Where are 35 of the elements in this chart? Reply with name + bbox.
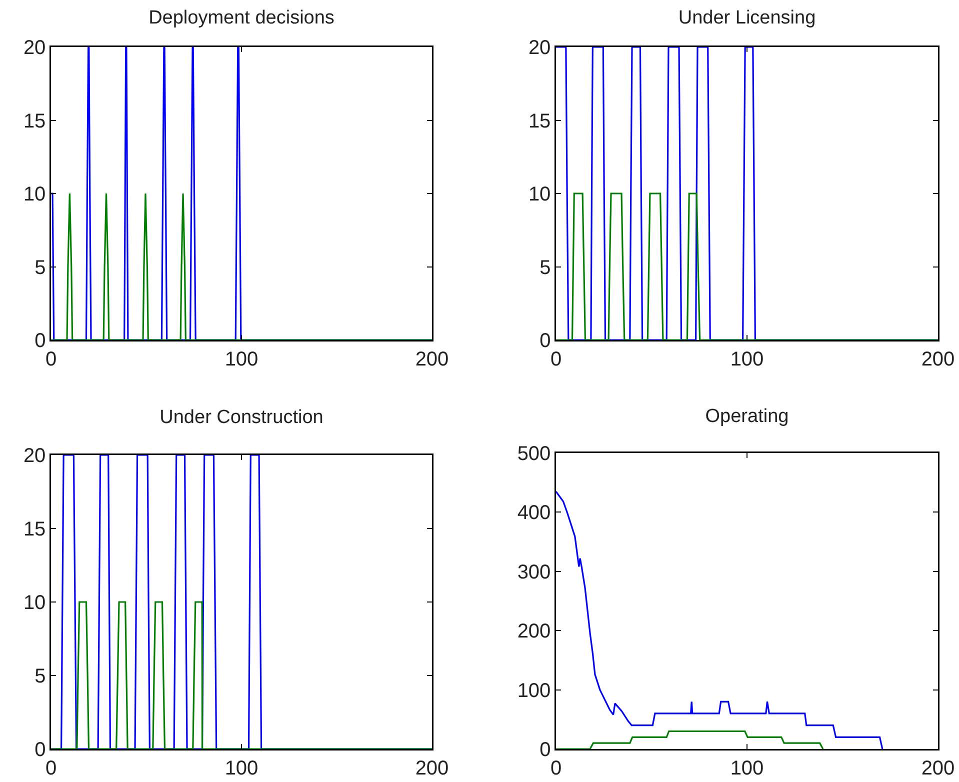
y-tick-label: 200: [517, 620, 551, 643]
y-tick-label: 15: [23, 518, 46, 540]
x-tick-label: 100: [730, 348, 764, 370]
x-tick-label: 200: [415, 348, 449, 370]
y-tick-label: 0: [34, 739, 46, 761]
y-tick-label: 5: [34, 666, 46, 688]
x-tick-label: 100: [730, 757, 764, 780]
x-tick-label: 200: [921, 757, 955, 780]
y-tick-label: 0: [540, 739, 551, 761]
y-tick-label: 10: [528, 184, 551, 206]
y-tick-label: 5: [34, 256, 46, 279]
x-tick-label: 100: [224, 757, 258, 780]
y-tick-label: 5: [540, 256, 551, 279]
y-tick-label: 15: [528, 110, 551, 132]
y-tick-label: 15: [23, 110, 46, 132]
y-tick-label: 20: [23, 37, 46, 59]
chart-title: Operating: [705, 406, 789, 427]
y-tick-label: 10: [23, 184, 46, 206]
line-series: [556, 730, 824, 749]
y-tick-label: 500: [517, 443, 551, 465]
y-tick-label: 20: [528, 37, 551, 59]
y-tick-label: 0: [34, 330, 46, 352]
x-tick-label: 100: [224, 348, 258, 370]
y-tick-label: 10: [23, 592, 46, 614]
y-tick-label: 0: [540, 330, 551, 352]
x-tick-label: 200: [921, 348, 955, 370]
x-tick-label: 200: [415, 757, 449, 780]
chart-title: Deployment decisions: [148, 8, 334, 28]
chart-title: Under Licensing: [678, 8, 816, 28]
y-tick-label: 400: [517, 502, 551, 524]
y-tick-label: 20: [23, 445, 46, 467]
chart-title: Under Construction: [160, 407, 324, 428]
y-tick-label: 100: [517, 680, 551, 702]
y-tick-label: 300: [517, 561, 551, 584]
line-series: [556, 490, 884, 749]
